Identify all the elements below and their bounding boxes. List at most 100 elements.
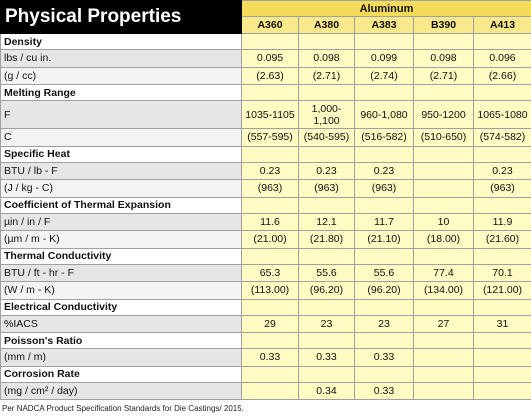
header-row: Physical Properties Aluminum xyxy=(0,0,531,34)
section-title: Corrosion Rate xyxy=(0,365,242,383)
value-cell: 65.3 xyxy=(241,263,299,282)
section-title: Electrical Conductivity xyxy=(0,298,242,316)
value-cell: 11.9 xyxy=(473,212,531,231)
empty-cell xyxy=(354,365,414,383)
value-cell: 29 xyxy=(241,314,299,333)
table-title: Physical Properties xyxy=(0,0,242,34)
empty-cell xyxy=(473,33,531,50)
value-cell: (557-595) xyxy=(241,128,299,147)
footnote: Per NADCA Product Specification Standard… xyxy=(2,404,244,413)
empty-cell xyxy=(413,33,474,50)
value-cell: 11.7 xyxy=(354,212,414,231)
data-row: (g / cc) (2.63) (2.71) (2.74) (2.71) (2.66) xyxy=(0,66,531,85)
row-label: (mg / cm² / day) xyxy=(0,381,242,400)
value-cell: 0.33 xyxy=(241,348,299,367)
value-cell: (121.00) xyxy=(473,281,531,300)
section-title: Coefficient of Thermal Expansion xyxy=(0,196,242,214)
empty-cell xyxy=(413,161,474,180)
row-label: F xyxy=(0,100,242,129)
alloy-header: A360 xyxy=(241,16,299,34)
value-cell: 0.096 xyxy=(473,49,531,68)
value-cell: 0.33 xyxy=(298,348,355,367)
value-cell: 55.6 xyxy=(298,263,355,282)
empty-cell xyxy=(241,298,299,316)
value-cell: (963) xyxy=(298,179,355,198)
empty-cell xyxy=(298,247,355,265)
empty-cell xyxy=(241,365,299,383)
value-cell: (540-595) xyxy=(298,128,355,147)
value-cell: (2.71) xyxy=(413,66,474,85)
empty-cell xyxy=(413,365,474,383)
empty-cell xyxy=(473,84,531,101)
empty-cell xyxy=(473,145,531,163)
section-row: Specific Heat xyxy=(0,145,531,163)
empty-cell xyxy=(241,145,299,163)
value-cell: (2.71) xyxy=(298,66,355,85)
data-row: F 1035-1105 1,000-1,100 960-1,080 950-1200 10… xyxy=(0,100,531,129)
empty-cell xyxy=(241,84,299,101)
empty-cell xyxy=(354,196,414,214)
empty-cell xyxy=(413,332,474,349)
value-cell: (2.63) xyxy=(241,66,299,85)
row-label: %IACS xyxy=(0,314,242,333)
value-cell: (963) xyxy=(473,179,531,198)
data-row: (W / m - K) (113.00) (96.20) (96.20) (134.00… xyxy=(0,281,531,300)
empty-cell xyxy=(298,365,355,383)
empty-cell xyxy=(473,298,531,316)
data-row: µin / in / F 11.6 12.1 11.7 10 11.9 xyxy=(0,212,531,231)
value-cell: 0.34 xyxy=(298,381,355,400)
empty-cell xyxy=(473,348,531,367)
value-cell: 0.099 xyxy=(354,49,414,68)
empty-cell xyxy=(298,332,355,349)
row-label: (J / kg - C) xyxy=(0,179,242,198)
empty-cell xyxy=(413,381,474,400)
section-row: Density xyxy=(0,33,531,50)
row-label: (mm / m) xyxy=(0,348,242,367)
empty-cell xyxy=(413,196,474,214)
value-cell: (574-582) xyxy=(473,128,531,147)
value-cell: 1035-1105 xyxy=(241,100,299,129)
empty-cell xyxy=(298,298,355,316)
empty-cell xyxy=(354,298,414,316)
section-title: Density xyxy=(0,33,242,50)
row-label: (W / m - K) xyxy=(0,281,242,300)
value-cell: 950-1200 xyxy=(413,100,474,129)
section-title: Poisson's Ratio xyxy=(0,332,242,349)
section-row: Electrical Conductivity xyxy=(0,298,531,316)
empty-cell xyxy=(354,332,414,349)
value-cell: 27 xyxy=(413,314,474,333)
value-cell: 23 xyxy=(298,314,355,333)
data-row: C (557-595) (540-595) (516-582) (510-650) (57… xyxy=(0,128,531,147)
value-cell: 0.23 xyxy=(241,161,299,180)
empty-cell xyxy=(413,348,474,367)
value-cell: 0.23 xyxy=(354,161,414,180)
empty-cell xyxy=(354,247,414,265)
empty-cell xyxy=(298,84,355,101)
empty-cell xyxy=(413,145,474,163)
value-cell: 11.6 xyxy=(241,212,299,231)
value-cell: 0.095 xyxy=(241,49,299,68)
row-label: BTU / lb - F xyxy=(0,161,242,180)
data-row: BTU / ft - hr - F 65.3 55.6 55.6 77.4 70.1 xyxy=(0,263,531,282)
row-label: C xyxy=(0,128,242,147)
section-row: Poisson's Ratio xyxy=(0,332,531,349)
section-row: Coefficient of Thermal Expansion xyxy=(0,196,531,214)
value-cell: (113.00) xyxy=(241,281,299,300)
value-cell: (21.80) xyxy=(298,230,355,249)
value-cell: 0.33 xyxy=(354,381,414,400)
section-row: Corrosion Rate xyxy=(0,365,531,383)
value-cell: (134.00) xyxy=(413,281,474,300)
table-body: Physical Properties Aluminum A360 A380 A38… xyxy=(0,0,531,400)
value-cell: (21.60) xyxy=(473,230,531,249)
section-title: Specific Heat xyxy=(0,145,242,163)
value-cell: (96.20) xyxy=(298,281,355,300)
value-cell: (96.20) xyxy=(354,281,414,300)
empty-cell xyxy=(241,33,299,50)
row-label: µin / in / F xyxy=(0,212,242,231)
empty-cell xyxy=(354,84,414,101)
group-header: Aluminum xyxy=(241,0,531,17)
empty-cell xyxy=(241,381,299,400)
value-cell: (21.10) xyxy=(354,230,414,249)
value-cell: 0.23 xyxy=(298,161,355,180)
